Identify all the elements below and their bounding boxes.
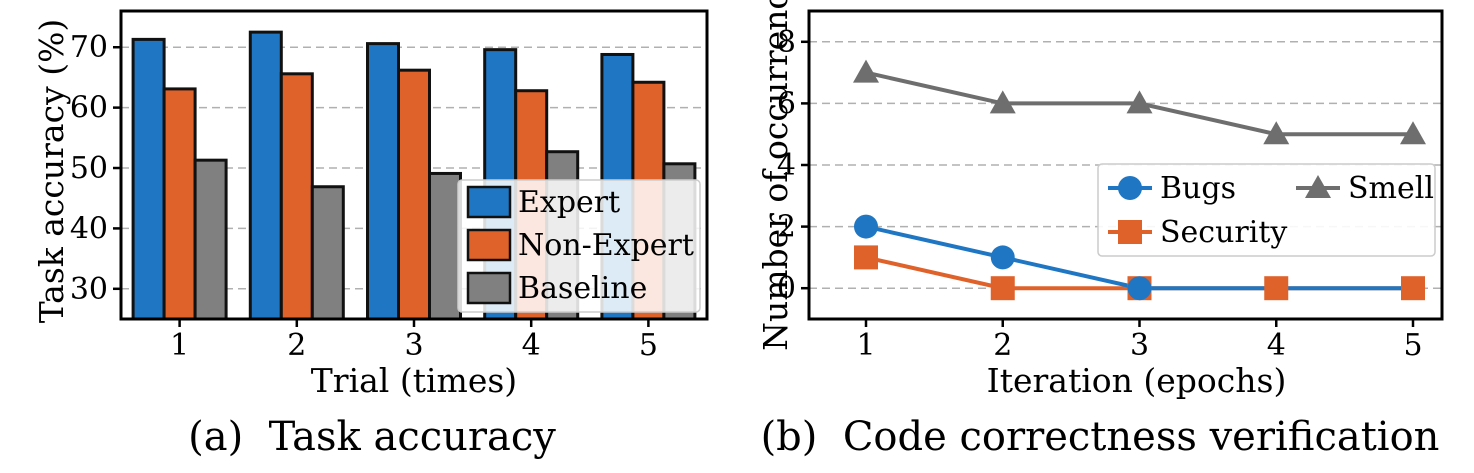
marker-security-5 [1401,276,1425,301]
marker-smell-4 [1263,121,1290,145]
y-axis-label: Task accuracy (%) [32,19,71,324]
task-accuracy-chart: 30 40 50 60 70 1 2 3 4 5 Expert Non-Expert Baselin… [32,9,709,460]
y-tick-label: 70 [70,30,108,65]
marker-security-2 [990,276,1015,301]
x-tick-label: 3 [404,328,423,363]
x-axis-label: Trial (times) [311,361,517,400]
x-tick-label: 4 [1267,328,1286,363]
y-tick-label: 40 [70,211,108,246]
y-tick-label: 6 [777,86,796,121]
marker-bugs-1 [854,214,878,239]
bar-expert-1 [131,37,166,321]
x-tick-label: 5 [1403,328,1422,363]
x-tick-label: 1 [170,328,189,363]
marker-security-1 [854,245,878,270]
x-tick-label: 1 [856,328,875,363]
y-tick-label: 60 [70,91,108,126]
bar-non-expert-1 [162,87,197,321]
bar-non-expert-2 [279,72,314,321]
legend-box [1097,163,1436,257]
legend-label: Baseline [518,271,647,306]
legend-box [457,179,701,313]
x-tick-label: 5 [639,328,658,363]
bar-baseline-3 [428,171,462,321]
marker-smell-1 [853,59,879,83]
marker-bugs-2 [990,245,1015,270]
bar-expert-2 [248,30,283,321]
x-axis-label: Iteration (epochs) [987,361,1287,400]
y-axis-label: Number of occurrenc [756,0,795,351]
legend: Bugs Smell Security [1097,163,1436,257]
marker-smell-5 [1400,121,1426,145]
x-tick-label: 3 [1130,328,1149,363]
series-markers [853,59,1426,301]
x-axis-ticks: 1 2 3 4 5 [170,319,658,363]
caption: (a) Task accuracy [188,414,556,460]
legend-label: Security [1160,215,1287,250]
legend-label: Expert [518,185,620,220]
legend-marker [1118,176,1142,200]
marker-smell-3 [1126,90,1153,114]
marker-security-4 [1264,276,1289,301]
bar-non-expert-3 [397,68,431,321]
x-tick-label: 2 [993,328,1012,363]
y-tick-label: 8 [777,25,796,60]
legend-label: Non-Expert [518,228,694,263]
bar-baseline-1 [193,158,228,321]
y-axis-ticks: 0 2 4 6 8 [777,25,809,306]
marker-bugs-3 [1127,276,1152,301]
y-tick-label: 30 [70,272,108,307]
legend-marker [1305,175,1331,198]
y-tick-label: 50 [70,151,108,186]
legend-label: Smell [1348,171,1434,206]
legend-swatch [466,228,512,262]
x-axis-ticks: 1 2 3 4 5 [856,319,1423,363]
y-tick-label: 2 [777,210,796,245]
legend-label: Bugs [1160,171,1236,206]
y-axis-ticks: 30 40 50 60 70 [70,30,121,307]
y-tick-label: 4 [777,148,796,183]
y-tick-label: 0 [777,271,796,306]
legend-swatch [466,271,512,305]
x-tick-label: 4 [522,328,541,363]
bar-expert-3 [366,42,400,321]
caption: (b) Code correctness verification [761,414,1440,460]
legend: Expert Non-Expert Baseline [457,179,701,313]
legend-swatch [466,185,512,219]
legend-marker [1118,220,1142,244]
x-tick-label: 2 [287,328,306,363]
code-correctness-chart: 0 2 4 6 8 1 2 3 4 5 Bugs Smell Security Iteration … [756,0,1444,460]
marker-smell-2 [989,90,1016,114]
bar-baseline-2 [310,185,345,321]
